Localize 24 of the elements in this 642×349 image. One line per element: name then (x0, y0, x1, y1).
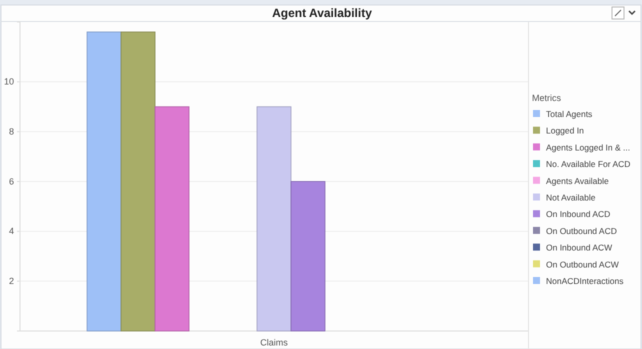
legend-label: On Inbound ACD (546, 209, 610, 220)
chart-title: Agent Availability (272, 6, 372, 20)
legend-label: Logged In (546, 126, 584, 136)
legend-label: Total Agents (546, 109, 592, 119)
legend-label: NonACDInteractions (546, 276, 624, 286)
legend-label: Agents Logged In & ... (546, 142, 630, 152)
bar (120, 32, 156, 332)
legend-label: On Outbound ACD (546, 226, 617, 236)
x-tick-label: Claims (260, 337, 288, 348)
legend-label: Agents Available (546, 176, 609, 186)
legend-title: Metrics (532, 93, 562, 103)
legend-label: On Inbound ACW (546, 242, 612, 253)
bar (86, 32, 122, 332)
y-tick-label: 8 (8, 126, 14, 137)
y-tick-label: 4 (8, 226, 14, 236)
legend-label: No. Available For ACD (546, 159, 630, 170)
legend-label: Not Available (546, 192, 596, 202)
y-tick-label: 2 (8, 276, 14, 286)
y-tick-label: 6 (8, 176, 14, 186)
bar (256, 106, 292, 332)
bar (290, 181, 326, 332)
y-tick-label: 10 (4, 76, 14, 87)
bar (154, 106, 190, 332)
legend-label: On Outbound ACW (546, 259, 619, 270)
